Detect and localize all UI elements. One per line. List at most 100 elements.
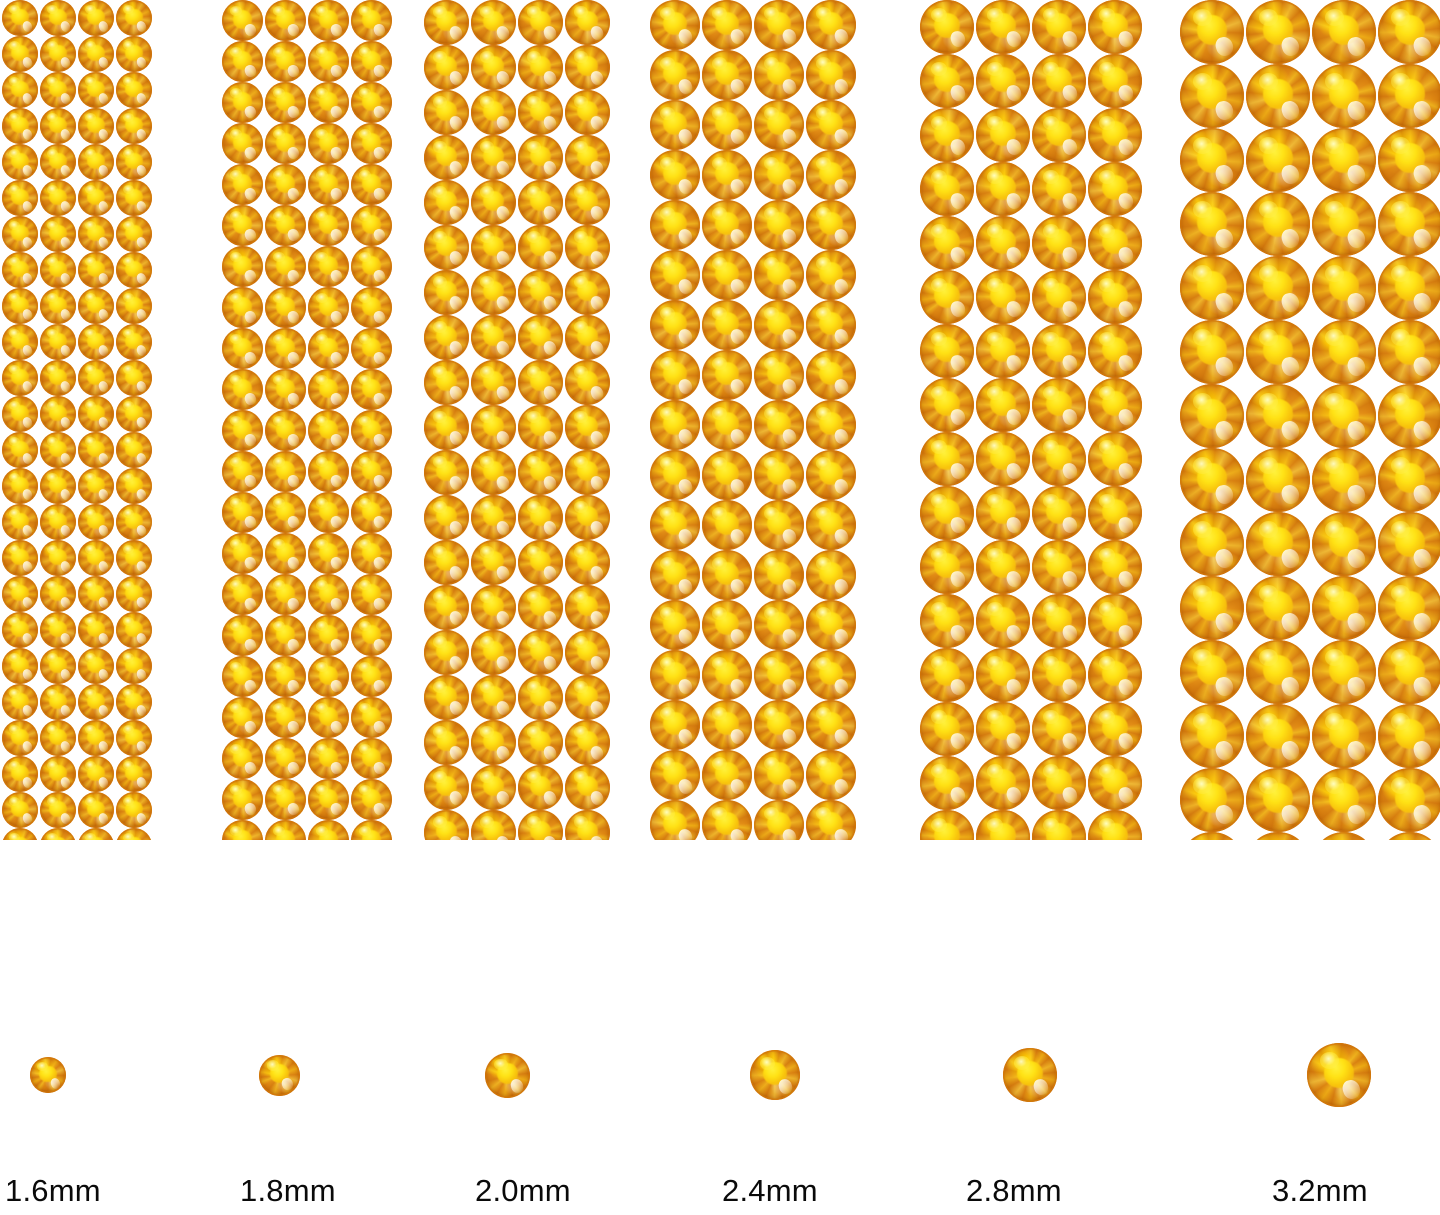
gem-glint bbox=[123, 761, 134, 771]
rhinestone bbox=[1020, 42, 1098, 120]
gem-glint bbox=[85, 185, 96, 195]
sample-rhinestone-2-4mm bbox=[742, 1042, 808, 1108]
gem-rim bbox=[565, 315, 610, 360]
rhinestone bbox=[222, 525, 271, 582]
rhinestone bbox=[2, 748, 46, 800]
rhinestone bbox=[299, 155, 358, 214]
rhinestone bbox=[650, 546, 704, 604]
gem-rim bbox=[471, 450, 516, 495]
gem-rim bbox=[351, 656, 392, 697]
rhinestone bbox=[1298, 754, 1390, 840]
rhinestone bbox=[749, 795, 809, 840]
gem-rim bbox=[806, 550, 856, 600]
gem-rim bbox=[565, 450, 610, 495]
rhinestone bbox=[517, 359, 564, 406]
gem-glint bbox=[85, 725, 96, 735]
gem-glint bbox=[47, 545, 58, 555]
rhinestone bbox=[33, 173, 83, 223]
rhinestone bbox=[345, 691, 394, 744]
rhinestone bbox=[34, 570, 82, 618]
rhinestone bbox=[257, 771, 314, 828]
rhinestone bbox=[920, 590, 978, 652]
gem-rim bbox=[565, 495, 610, 540]
rhinestone bbox=[110, 750, 154, 798]
rhinestone bbox=[1079, 747, 1144, 819]
gem-rim bbox=[40, 828, 76, 840]
gem-rim bbox=[754, 150, 804, 200]
gem-rim bbox=[265, 574, 306, 615]
gem-rim bbox=[78, 756, 114, 792]
gem-rim bbox=[806, 0, 856, 50]
gem-glint bbox=[85, 653, 96, 663]
gem-glint bbox=[9, 365, 20, 375]
gem-glint bbox=[9, 77, 20, 87]
gem-rim bbox=[222, 656, 263, 697]
rhinestone bbox=[222, 33, 271, 90]
rhinestone bbox=[650, 394, 706, 456]
gem-rim bbox=[308, 328, 349, 369]
gem-rim bbox=[116, 756, 152, 792]
gem-rim bbox=[1378, 128, 1440, 192]
rhinestone bbox=[1376, 574, 1440, 642]
rhinestone bbox=[222, 729, 272, 788]
gem-rim bbox=[1246, 832, 1310, 840]
gem-rim bbox=[265, 492, 306, 533]
rhinestone bbox=[76, 682, 116, 722]
gem-rim bbox=[308, 738, 349, 779]
rhinestone bbox=[77, 287, 115, 325]
gem-rim bbox=[1032, 540, 1086, 594]
gem-glint bbox=[47, 437, 58, 447]
gem-rim bbox=[308, 205, 349, 246]
gem-glint bbox=[47, 329, 58, 339]
gem-glint bbox=[47, 833, 58, 840]
gem-glint bbox=[47, 5, 58, 15]
gem-glint bbox=[85, 581, 96, 591]
rhinestone bbox=[108, 568, 154, 620]
rhinestone bbox=[36, 428, 80, 472]
gem-rim bbox=[650, 300, 700, 350]
gem-rim bbox=[754, 50, 804, 100]
rhinestone bbox=[748, 694, 810, 756]
rhinestone bbox=[1232, 498, 1324, 590]
size-label-3-2mm: 3.2mm bbox=[1272, 1173, 1368, 1208]
gem-rim bbox=[116, 720, 152, 756]
rhinestone bbox=[263, 39, 308, 84]
rhinestone bbox=[699, 747, 755, 803]
rhinestone bbox=[1077, 421, 1144, 497]
rhinestone bbox=[1365, 819, 1440, 840]
rhinestone bbox=[965, 745, 1041, 821]
rhinestone bbox=[424, 36, 478, 99]
gem-rim bbox=[1246, 576, 1310, 640]
gem-rim bbox=[920, 594, 974, 648]
rhinestone bbox=[108, 64, 154, 116]
rhinestone bbox=[1370, 248, 1440, 328]
gem-glint bbox=[359, 169, 372, 181]
gem-glint bbox=[47, 509, 58, 519]
rhinestone bbox=[462, 126, 525, 189]
gem-rim bbox=[308, 820, 349, 840]
gem-rim bbox=[806, 400, 856, 450]
gem-rim bbox=[1088, 54, 1142, 108]
gem-rim bbox=[471, 45, 516, 90]
gem-rim bbox=[116, 72, 152, 108]
rhinestone bbox=[108, 784, 154, 836]
gem-glint bbox=[9, 293, 20, 303]
gem-rim bbox=[518, 225, 563, 270]
gem-glint bbox=[230, 292, 243, 304]
gem-glint bbox=[9, 257, 20, 267]
rhinestone bbox=[73, 463, 119, 509]
rhinestone bbox=[342, 524, 394, 583]
gem-rim bbox=[1246, 192, 1310, 256]
gem-rim bbox=[565, 270, 610, 315]
rhinestone-grid-1-8mm bbox=[222, 0, 394, 840]
gem-glint bbox=[85, 5, 96, 15]
gem-rim bbox=[40, 252, 76, 288]
rhinestone bbox=[259, 363, 312, 416]
gem-rim bbox=[40, 36, 76, 72]
gem-glint bbox=[9, 617, 20, 627]
rhinestone bbox=[556, 576, 612, 639]
rhinestone bbox=[1180, 188, 1248, 260]
gem-rim bbox=[116, 540, 152, 576]
gem-rim bbox=[1088, 594, 1142, 648]
rhinestone bbox=[222, 816, 267, 840]
